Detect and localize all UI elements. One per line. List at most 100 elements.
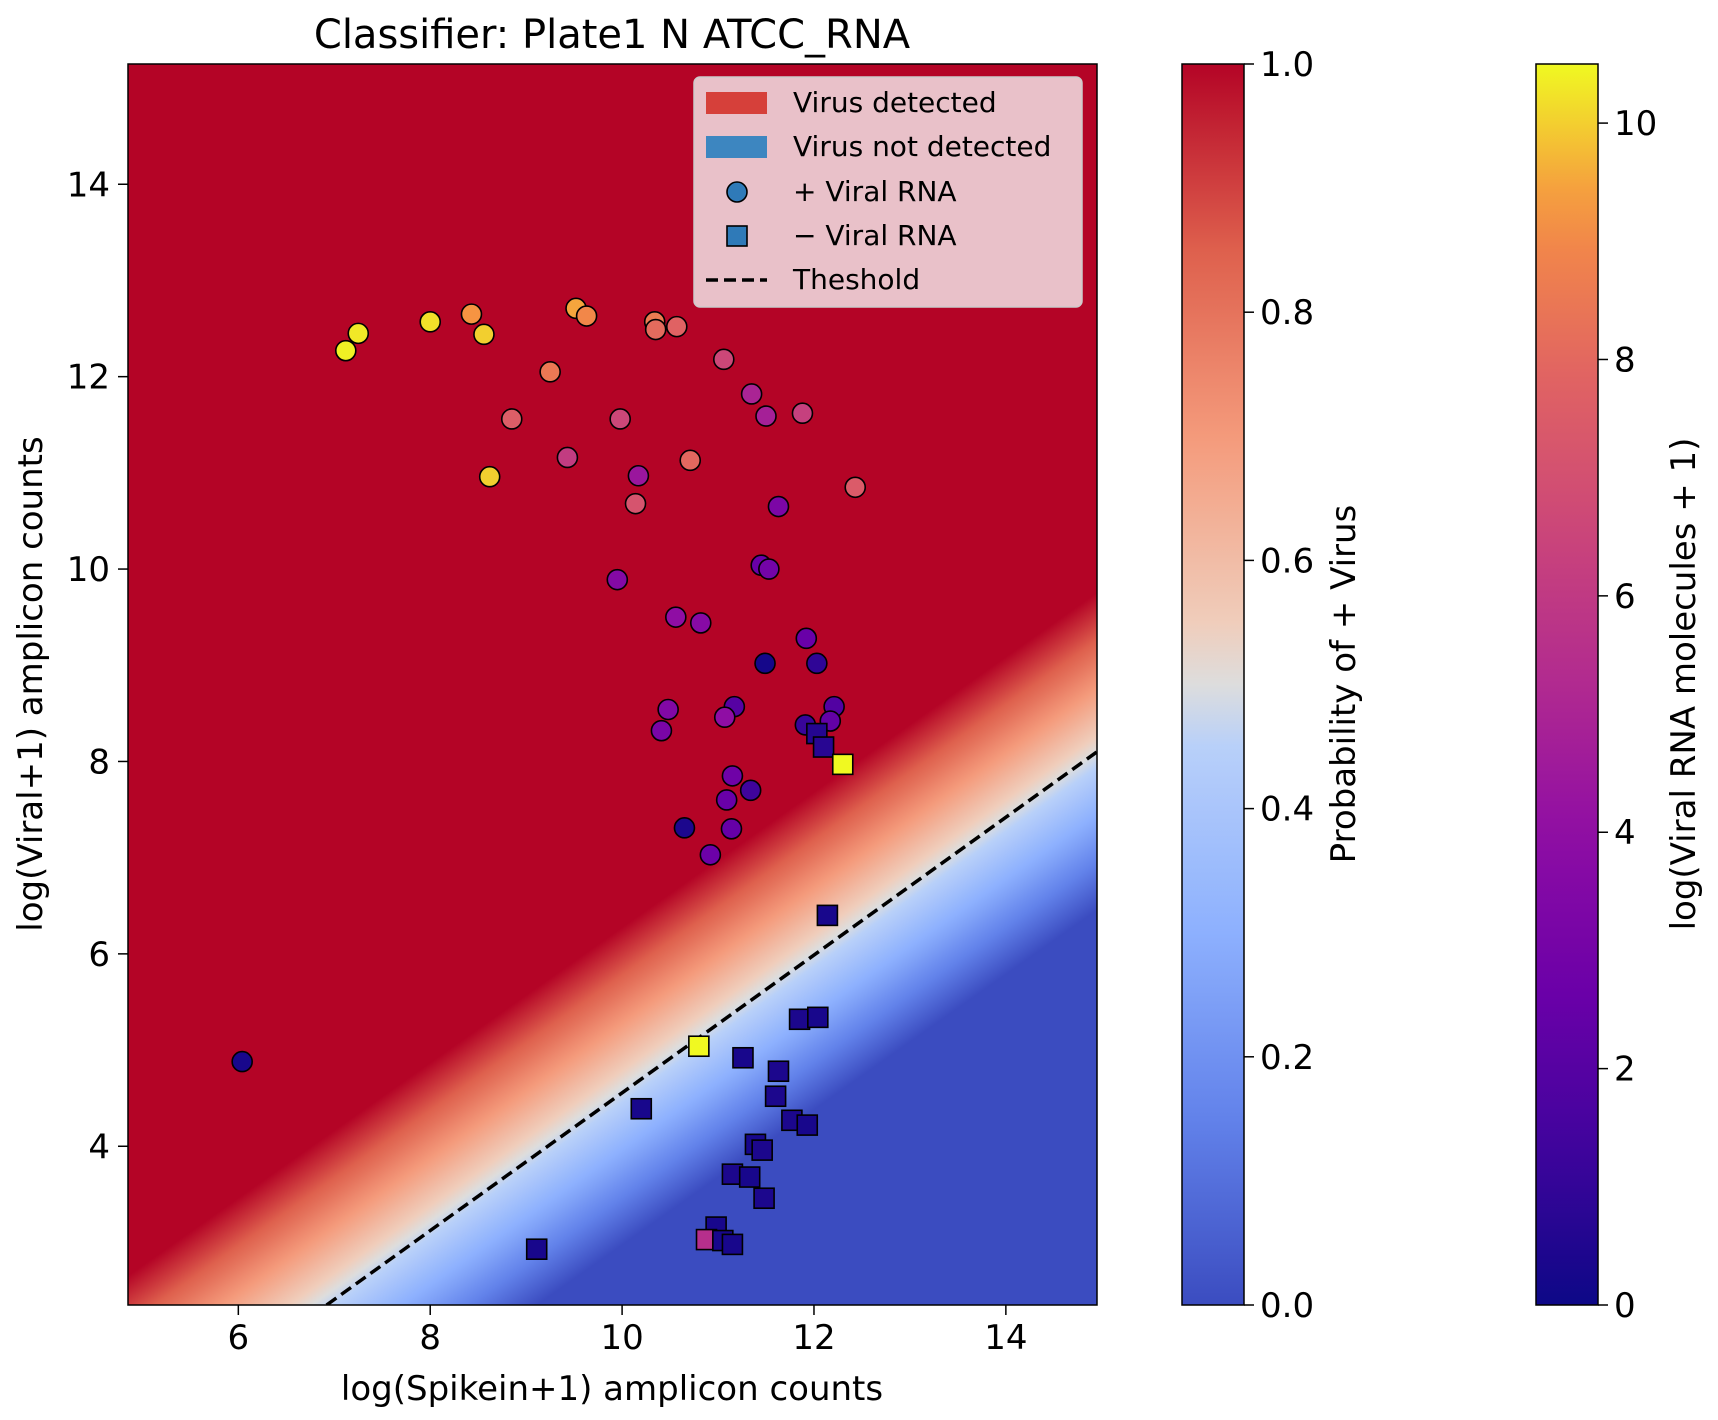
positive-rna-point — [651, 721, 671, 741]
legend-label-positive-rna: + Viral RNA — [793, 175, 957, 208]
positive-rna-point — [700, 845, 720, 865]
x-axis-label: log(Spikein+1) amplicon counts — [341, 1369, 883, 1409]
y-tick-label: 4 — [88, 1127, 110, 1167]
negative-rna-point — [689, 1036, 709, 1056]
negative-rna-point — [766, 1086, 786, 1106]
negative-rna-point — [797, 1115, 817, 1135]
positive-rna-point — [796, 628, 816, 648]
legend-label-virus-detected: Virus detected — [793, 86, 997, 119]
probability-tick-label: 1.0 — [1260, 45, 1314, 85]
rna-tick-label: 10 — [1614, 104, 1657, 144]
positive-rna-point — [336, 341, 356, 361]
legend-label-negative-rna: − Viral RNA — [793, 219, 957, 252]
probability-colorbar-label: Probability of + Virus — [1324, 505, 1364, 864]
positive-rna-point — [667, 317, 687, 337]
positive-rna-point — [755, 653, 775, 673]
legend-swatch-virus-not-detected — [706, 136, 767, 158]
positive-rna-point — [628, 466, 648, 486]
legend: Virus detected Virus not detected + Vira… — [694, 77, 1082, 307]
probability-tick-label: 0.8 — [1260, 293, 1314, 333]
y-tick-label: 8 — [88, 742, 110, 782]
y-axis-label: log(Viral+1) amplicon counts — [11, 436, 51, 931]
positive-rna-point — [420, 312, 440, 332]
positive-rna-point — [717, 790, 737, 810]
y-tick-label: 14 — [67, 165, 110, 205]
probability-tick-label: 0.0 — [1260, 1286, 1314, 1326]
rna-tick-label: 2 — [1614, 1050, 1636, 1090]
probability-colorbar-gradient — [1182, 64, 1244, 1305]
positive-rna-point — [666, 607, 686, 627]
probability-tick-label: 0.6 — [1260, 541, 1314, 581]
positive-rna-point — [607, 570, 627, 590]
probability-tick-label: 0.2 — [1260, 1038, 1314, 1078]
legend-label-virus-not-detected: Virus not detected — [793, 130, 1051, 163]
positive-rna-point — [540, 362, 560, 382]
probability-tick-label: 0.4 — [1260, 790, 1314, 830]
positive-rna-point — [461, 304, 481, 324]
chart-title: Classifier: Plate1 N ATCC_RNA — [314, 12, 911, 58]
rna-tick-label: 6 — [1614, 577, 1636, 617]
positive-rna-point — [577, 306, 597, 326]
positive-rna-point — [721, 819, 741, 839]
negative-rna-point — [527, 1239, 547, 1259]
legend-swatch-virus-detected — [706, 92, 767, 114]
positive-rna-point — [845, 477, 865, 497]
legend-label-threshold: Theshold — [792, 263, 920, 296]
positive-rna-point — [658, 700, 678, 720]
positive-rna-point — [715, 707, 735, 727]
legend-circle-marker — [727, 182, 747, 202]
rna-tick-label: 8 — [1614, 340, 1636, 380]
positive-rna-point — [768, 497, 788, 517]
probability-colorbar: 0.0 0.2 0.4 0.6 0.8 1.0 Probability of + Viru… — [1182, 45, 1364, 1326]
positive-rna-point — [742, 384, 762, 404]
x-tick-label: 8 — [419, 1318, 441, 1358]
y-tick-label: 10 — [67, 550, 110, 590]
positive-rna-point — [348, 323, 368, 343]
positive-rna-point — [474, 324, 494, 344]
positive-rna-point — [691, 613, 711, 633]
positive-rna-point — [759, 559, 779, 579]
negative-rna-point — [808, 1007, 828, 1027]
negative-rna-point — [814, 737, 834, 757]
rna-tick-label: 0 — [1614, 1286, 1636, 1326]
x-axis: 6 8 10 12 14 — [228, 1305, 1028, 1358]
positive-rna-point — [232, 1052, 252, 1072]
y-tick-label: 6 — [88, 935, 110, 975]
positive-rna-point — [722, 766, 742, 786]
rna-colorbar-gradient — [1536, 64, 1598, 1305]
rna-tick-label: 4 — [1614, 813, 1636, 853]
positive-rna-point — [502, 409, 522, 429]
rna-colorbar-label: log(Viral RNA molecules + 1) — [1664, 438, 1704, 931]
positive-rna-point — [626, 494, 646, 514]
negative-rna-point — [790, 1009, 810, 1029]
positive-rna-point — [557, 447, 577, 467]
negative-rna-point — [817, 905, 837, 925]
x-tick-label: 14 — [984, 1318, 1027, 1358]
positive-rna-point — [792, 403, 812, 423]
x-tick-label: 10 — [600, 1318, 643, 1358]
y-axis: 4 6 8 10 12 14 — [67, 165, 128, 1167]
negative-rna-point — [631, 1099, 651, 1119]
positive-rna-point — [741, 780, 761, 800]
x-tick-label: 12 — [792, 1318, 835, 1358]
positive-rna-point — [674, 818, 694, 838]
negative-rna-point — [722, 1234, 742, 1254]
y-tick-label: 12 — [67, 358, 110, 398]
negative-rna-point — [754, 1188, 774, 1208]
negative-rna-point — [733, 1048, 753, 1068]
x-tick-label: 6 — [228, 1318, 250, 1358]
rna-colorbar: 0 2 4 6 8 10 log(Viral RNA molecules + 1) — [1536, 64, 1704, 1326]
positive-rna-point — [807, 653, 827, 673]
negative-rna-point — [740, 1167, 760, 1187]
positive-rna-point — [646, 320, 666, 340]
negative-rna-point — [752, 1140, 772, 1160]
legend-square-marker — [727, 226, 747, 246]
negative-rna-point — [833, 754, 853, 774]
positive-rna-point — [610, 409, 630, 429]
negative-rna-point — [768, 1061, 788, 1081]
positive-rna-point — [480, 467, 500, 487]
positive-rna-point — [714, 349, 734, 369]
positive-rna-point — [680, 450, 700, 470]
positive-rna-point — [756, 406, 776, 426]
